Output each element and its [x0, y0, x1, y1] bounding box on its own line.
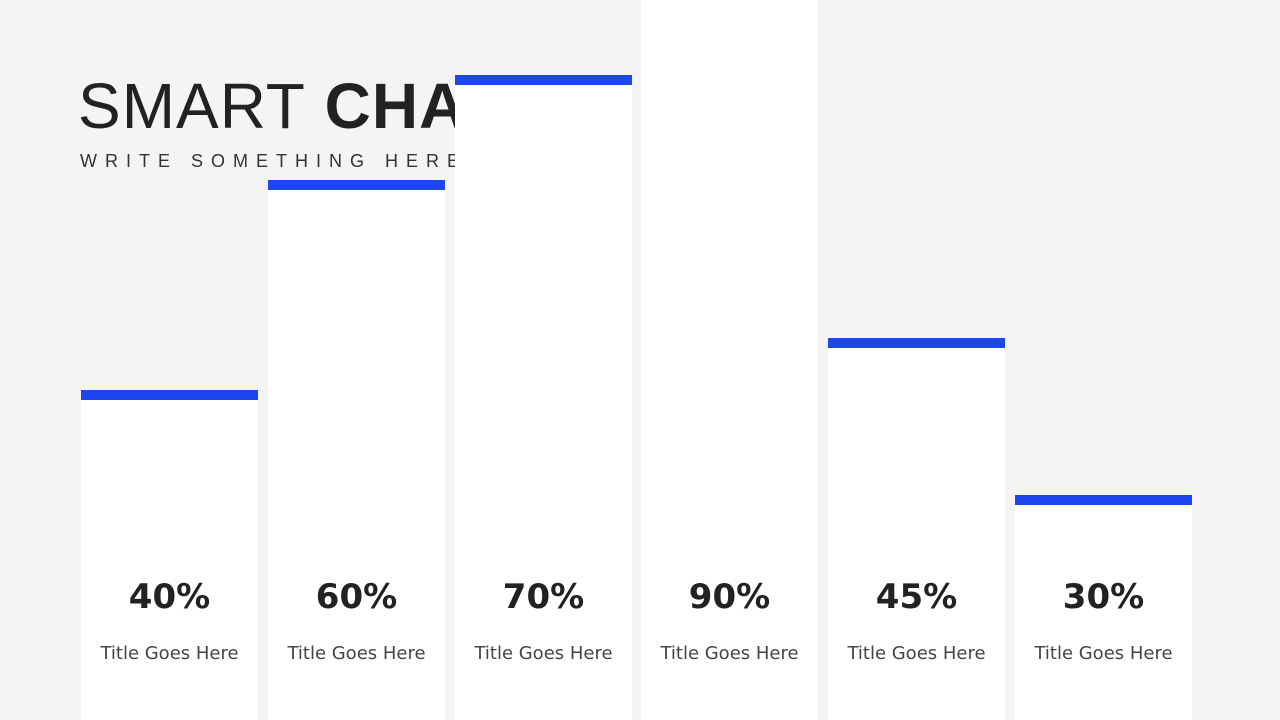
- bar-category-label: Title Goes Here: [474, 643, 613, 664]
- bar-category-label: Title Goes Here: [847, 643, 986, 664]
- bar: 30% Title Goes Here: [1015, 495, 1192, 720]
- title-light: SMART: [78, 70, 306, 142]
- bar: 60% Title Goes Here: [268, 180, 445, 720]
- bar-cap: [268, 180, 445, 190]
- bar: 70% Title Goes Here: [455, 75, 632, 720]
- bar-value-label: 70%: [502, 577, 585, 617]
- bar-cap: [81, 390, 258, 400]
- bar-value-label: 30%: [1062, 577, 1145, 617]
- bar: 45% Title Goes Here: [828, 337, 1005, 720]
- page-subtitle: WRITE SOMETHING HERE: [80, 151, 468, 171]
- bar-cap: [1015, 495, 1192, 505]
- bar-value-label: 45%: [875, 577, 958, 617]
- bar-category-label: Title Goes Here: [1034, 643, 1173, 664]
- bar-value-label: 40%: [128, 577, 211, 617]
- bar-cap: [828, 337, 1005, 348]
- bar-category-label: Title Goes Here: [100, 643, 239, 664]
- bar: 90% Title Goes Here: [641, 0, 818, 720]
- bar-category-label: Title Goes Here: [660, 643, 799, 664]
- bar-category-label: Title Goes Here: [287, 643, 426, 664]
- bar-cap: [455, 75, 632, 85]
- bar: 40% Title Goes Here: [81, 390, 258, 720]
- bar-value-label: 60%: [315, 577, 398, 617]
- bar-value-label: 90%: [688, 577, 771, 617]
